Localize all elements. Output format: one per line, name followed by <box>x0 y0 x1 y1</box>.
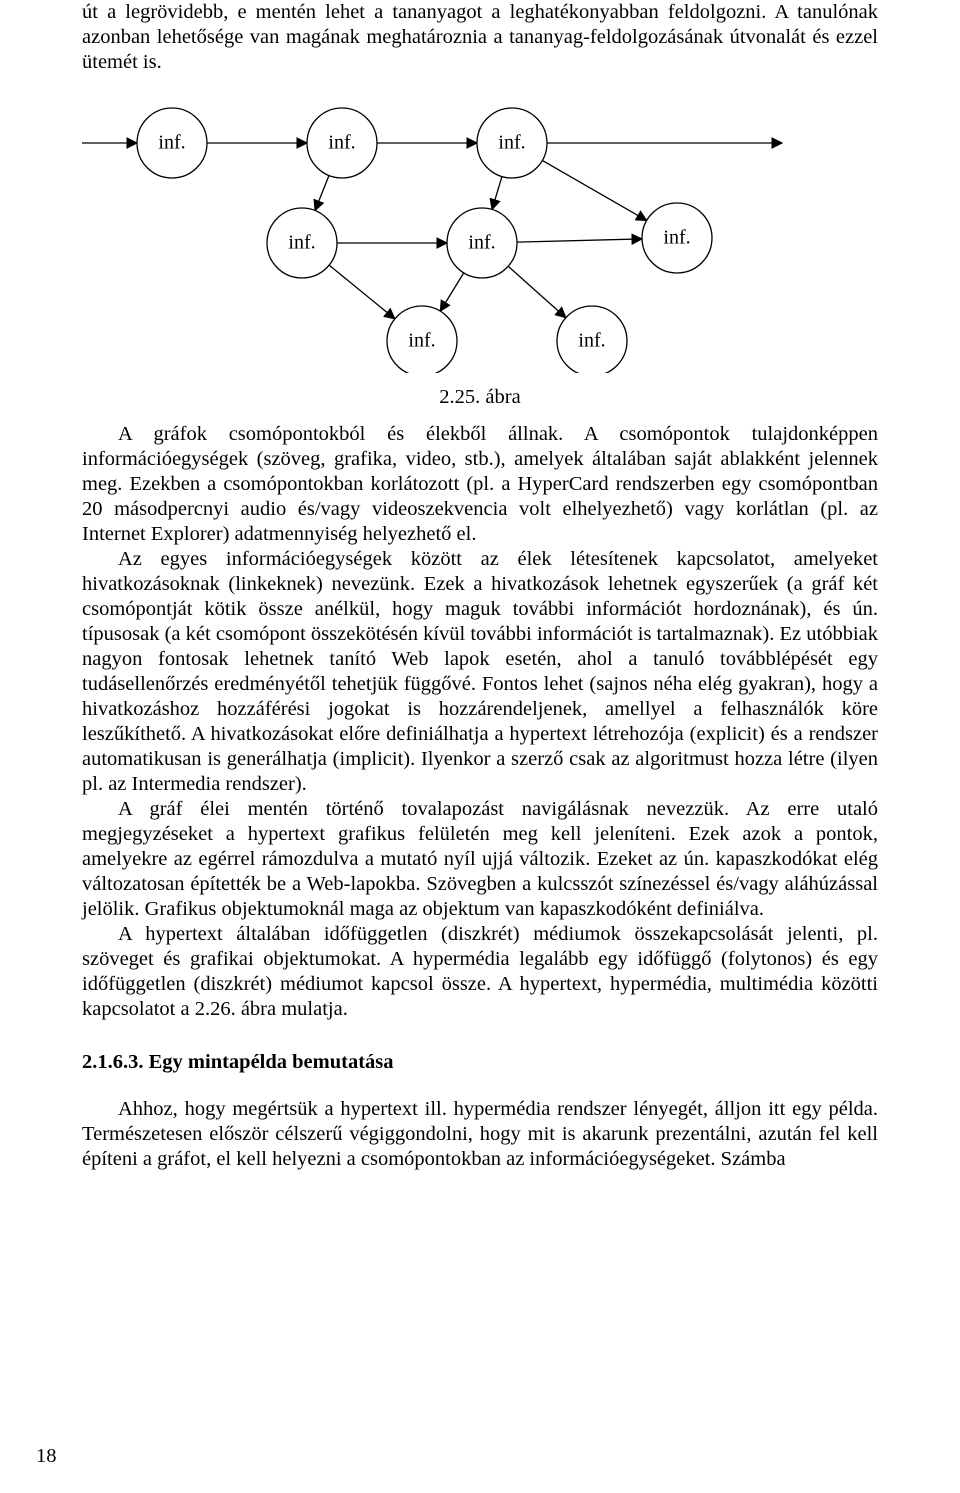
body-paragraph-3: A gráf élei mentén történő tovalapozást … <box>82 797 878 922</box>
graph-node-label: inf. <box>288 232 315 254</box>
graph-node-label: inf. <box>663 227 690 249</box>
figure-caption: 2.25. ábra <box>82 385 878 410</box>
graph-edge <box>315 175 329 210</box>
graph-node-label: inf. <box>498 132 525 154</box>
graph-node-label: inf. <box>468 232 495 254</box>
body-paragraph-1: A gráfok csomópontokból és élekből állna… <box>82 422 878 547</box>
graph-edge <box>329 265 395 319</box>
graph-node-label: inf. <box>158 132 185 154</box>
intro-paragraph: út a legrövidebb, e mentén lehet a tanan… <box>82 0 878 75</box>
graph-edge <box>440 273 463 311</box>
page-number: 18 <box>36 1444 57 1469</box>
graph-edge <box>508 266 566 317</box>
body-paragraph-2: Az egyes információegységek között az él… <box>82 547 878 797</box>
graph-diagram: inf. inf. inf. inf. inf. inf. inf. inf. <box>82 93 878 373</box>
graph-node-label: inf. <box>408 330 435 352</box>
section-heading: 2.1.6.3. Egy mintapélda bemutatása <box>82 1050 878 1075</box>
body-paragraph-4: A hypertext általában időfüggetlen (disz… <box>82 922 878 1022</box>
body-paragraph-5: Ahhoz, hogy megértsük a hypertext ill. h… <box>82 1097 878 1172</box>
graph-node-label: inf. <box>328 132 355 154</box>
graph-node-label: inf. <box>578 330 605 352</box>
graph-edge <box>492 177 502 210</box>
graph-edge <box>542 160 646 220</box>
graph-edge <box>517 239 642 242</box>
